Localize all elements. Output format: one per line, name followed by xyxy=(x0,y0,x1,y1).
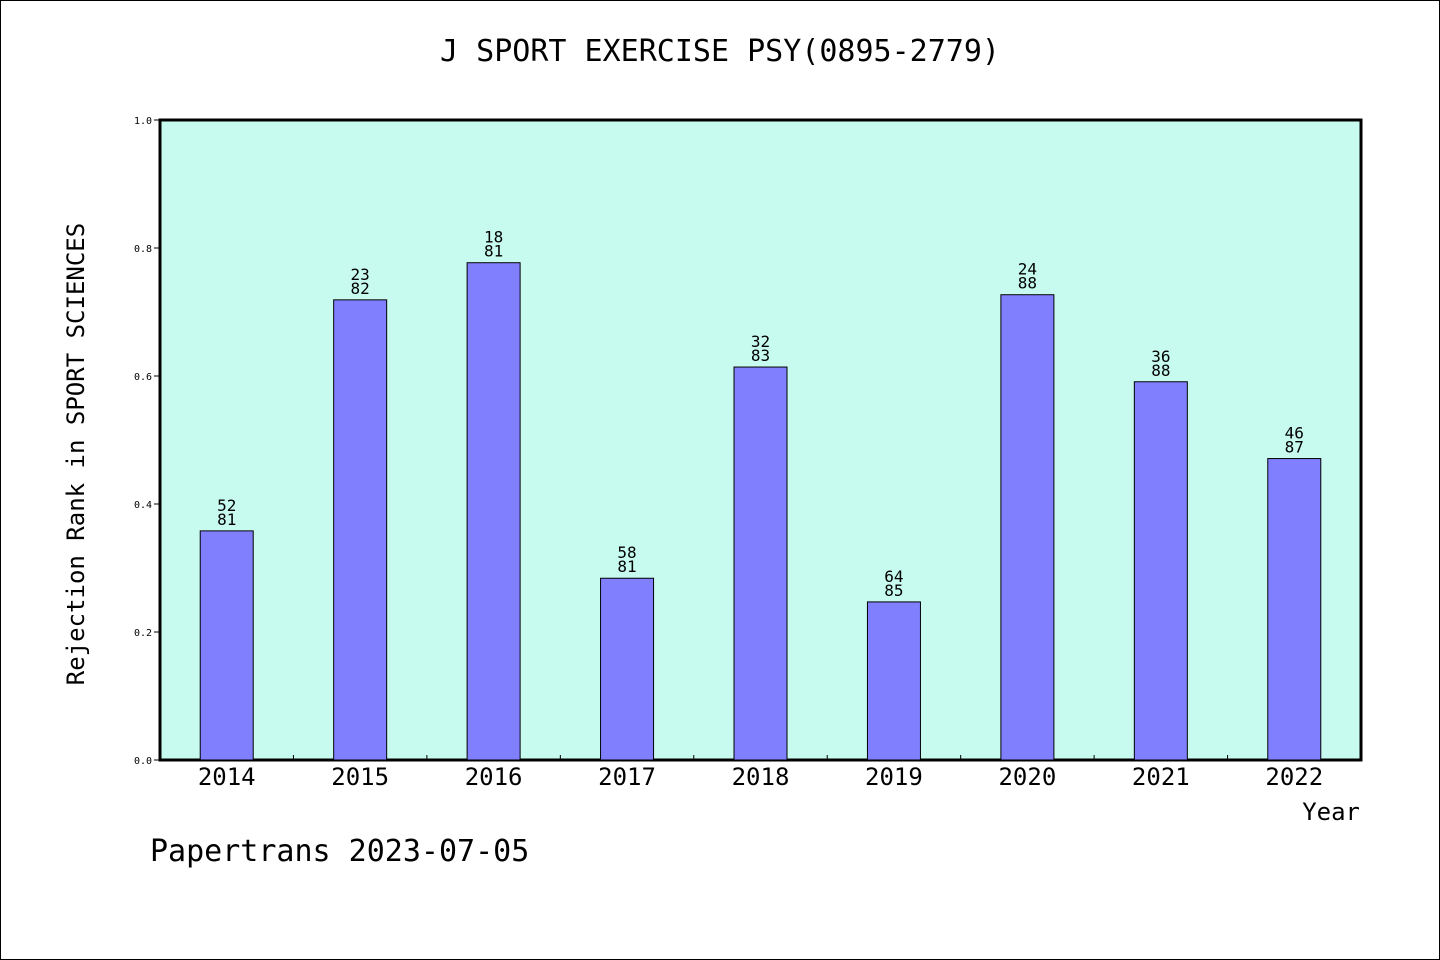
x-tick-label: 2014 xyxy=(198,763,256,791)
x-tick-label: 2016 xyxy=(465,763,523,791)
y-axis-label: Rejection Rank in SPORT SCIENCES xyxy=(62,223,90,685)
bar xyxy=(1133,381,1188,761)
bar-label-total: 83 xyxy=(751,346,770,365)
bar-label-total: 87 xyxy=(1285,438,1304,457)
bar-label-total: 85 xyxy=(884,581,903,600)
bar xyxy=(733,366,788,761)
bar-label-rank: 24 xyxy=(1018,260,1037,279)
bar-label-total: 88 xyxy=(1018,274,1037,293)
y-tick-label: 0.2 xyxy=(134,628,152,639)
x-tick-label: 2020 xyxy=(998,763,1056,791)
y-tick-label: 0.8 xyxy=(134,244,152,255)
y-tick-label: 1.0 xyxy=(134,116,152,127)
y-tick-label: 0.6 xyxy=(134,372,152,383)
footer-text: Papertrans 2023-07-05 xyxy=(150,834,530,869)
x-tick-label: 2017 xyxy=(598,763,656,791)
bar-label-total: 88 xyxy=(1151,361,1170,380)
bar xyxy=(866,601,921,761)
x-tick-label: 2019 xyxy=(865,763,923,791)
bar-label-rank: 23 xyxy=(351,265,370,284)
bar-label-rank: 64 xyxy=(884,567,903,586)
bar-label-total: 81 xyxy=(217,510,236,529)
y-tick-label: 0.4 xyxy=(134,500,152,511)
bar xyxy=(333,299,388,761)
bar-label-rank: 58 xyxy=(617,543,636,562)
bar xyxy=(466,262,521,761)
bar-label-total: 81 xyxy=(484,242,503,261)
x-tick-label: 2018 xyxy=(732,763,790,791)
bar xyxy=(199,530,254,761)
bar xyxy=(600,577,655,761)
bar-label-rank: 18 xyxy=(484,228,503,247)
x-tick-label: 2021 xyxy=(1132,763,1190,791)
bar xyxy=(1000,294,1055,761)
bar-label-rank: 46 xyxy=(1285,424,1304,443)
x-axis: 2014 2015 2016 2017 2018 2019 2020 2021 2022 xyxy=(198,755,1323,791)
x-axis-label: Year xyxy=(1302,798,1360,826)
y-axis: 0.0 0.2 0.4 0.6 0.8 1.0 xyxy=(134,116,160,767)
x-tick-label: 2022 xyxy=(1265,763,1323,791)
bar-label-rank: 36 xyxy=(1151,347,1170,366)
bar-label-rank: 52 xyxy=(217,496,236,515)
x-tick-label: 2015 xyxy=(331,763,389,791)
bar-label-rank: 32 xyxy=(751,332,770,351)
chart-title: J SPORT EXERCISE PSY(0895-2779) xyxy=(440,34,1000,69)
bar-label-total: 82 xyxy=(351,279,370,298)
bar-label-total: 81 xyxy=(617,557,636,576)
bar xyxy=(1267,458,1322,761)
y-tick-label: 0.0 xyxy=(134,756,152,767)
